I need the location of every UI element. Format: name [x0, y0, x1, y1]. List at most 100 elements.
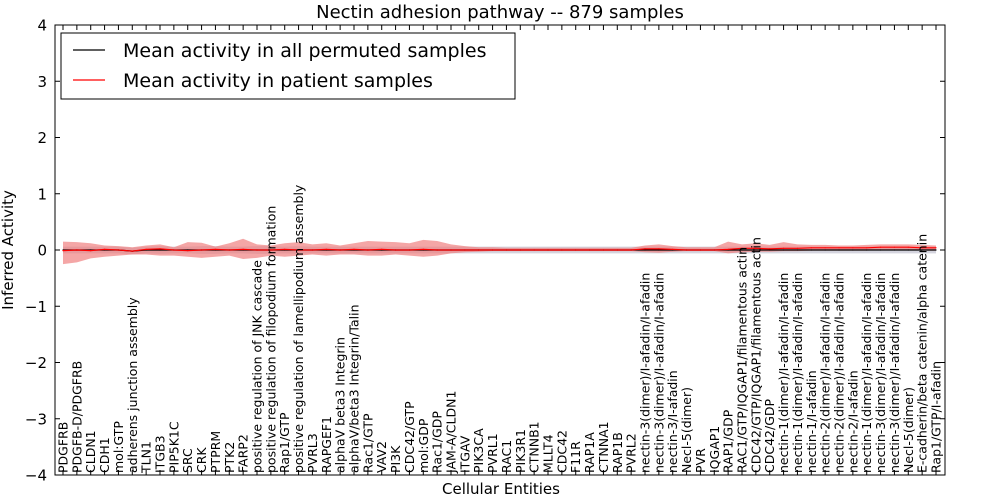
- legend-label-permuted: Mean activity in all permuted samples: [123, 40, 486, 62]
- y-tick-label: 1: [37, 185, 47, 203]
- data-point-patient: [131, 250, 133, 252]
- x-tick-label: CDC42: [554, 430, 569, 473]
- x-tick-label: alphaV beta3 Integrin: [333, 337, 348, 473]
- x-tick-label: CDH1: [97, 437, 112, 473]
- x-tick-label: nectin-3(dimer)/I-afadin/I-afadin: [638, 273, 653, 473]
- x-tick-label: CDC42/GDP: [762, 398, 777, 473]
- x-tick-label: nectin-1(dimer)/I-afadin/I-afadin: [790, 273, 805, 473]
- x-tick-label: Rap1/GTP: [277, 412, 292, 473]
- data-point-patient: [533, 249, 535, 251]
- x-tick-label: PIK3R1: [513, 429, 528, 473]
- data-point-patient: [713, 249, 715, 251]
- data-point-patient: [769, 248, 771, 250]
- data-point-patient: [214, 248, 216, 250]
- x-tick-label: PTK2: [222, 442, 237, 473]
- data-point-patient: [907, 246, 909, 248]
- x-tick-label: Rap1/GTP/I-afadin: [929, 361, 944, 473]
- data-point-patient: [242, 248, 244, 250]
- data-point-patient: [880, 246, 882, 248]
- x-tick-label: nectin-2/I-afadin: [845, 370, 860, 473]
- x-tick-label: PVRL3: [305, 433, 320, 473]
- chart-title: Nectin adhesion pathway -- 879 samples: [316, 2, 684, 23]
- x-tick-label: CRK: [194, 447, 209, 473]
- data-point-patient: [699, 249, 702, 251]
- data-point-permuted: [866, 249, 868, 251]
- data-point-permuted: [769, 249, 771, 251]
- data-point-patient: [381, 248, 383, 250]
- data-point-permuted: [796, 249, 799, 251]
- x-tick-label: PVRL2: [624, 433, 639, 473]
- x-tick-label: CTNNB1: [527, 421, 542, 473]
- x-tick-label: nectin-3(dimer)/I-afadin/I-afadin: [887, 273, 902, 473]
- data-point-patient: [62, 250, 64, 252]
- data-point-patient: [547, 249, 549, 251]
- x-tick-label: RAP1/GDP: [721, 409, 736, 473]
- x-tick-label: ITGB3: [153, 435, 168, 473]
- data-point-patient: [408, 249, 410, 251]
- data-point-patient: [658, 248, 660, 250]
- data-point-patient: [450, 249, 452, 251]
- data-point-patient: [602, 249, 605, 251]
- x-tick-label: CDC42/GTP/IQGAP1/filamentous actin: [748, 237, 763, 473]
- x-tick-label: positive regulation of lamellipodium ass…: [291, 184, 306, 473]
- x-tick-label: nectin-2(dimer)/I-afadin/I-afadin: [818, 273, 833, 473]
- data-point-patient: [104, 248, 106, 250]
- data-point-patient: [589, 249, 591, 251]
- x-tick-label: SRC: [180, 448, 195, 473]
- x-tick-label: RAP1B: [610, 432, 625, 473]
- data-point-patient: [686, 249, 688, 251]
- data-point-permuted: [755, 249, 757, 251]
- data-point-patient: [478, 249, 480, 251]
- data-point-permuted: [783, 249, 785, 251]
- legend-box: [60, 32, 516, 100]
- x-tick-label: adherens junction assembly: [125, 297, 140, 473]
- x-tick-label: positive regulation of JNK cascade: [250, 260, 265, 473]
- data-point-patient: [935, 247, 937, 249]
- x-tick-label: E-cadherin/beta catenin/alpha catenin: [915, 234, 930, 473]
- data-point-patient: [311, 249, 313, 251]
- x-tick-label: nectin-1/I-afadin: [804, 370, 819, 473]
- data-point-patient: [422, 248, 424, 250]
- x-tick-label: RAP1A: [582, 432, 597, 473]
- x-tick-label: CTNNA1: [596, 421, 611, 473]
- data-point-patient: [672, 248, 674, 250]
- x-tick-label: nectin-3(dimer)/I-afadin/I-afadin: [873, 273, 888, 473]
- x-tick-label: PDGFRB: [56, 422, 71, 473]
- series-lines: [62, 246, 937, 252]
- x-tick-label: alphaV/beta3 Integrin/Talin: [347, 305, 362, 474]
- data-point-patient: [561, 249, 563, 251]
- x-tick-label: CLDN1: [83, 430, 98, 473]
- legend: Mean activity in all permuted samples Me…: [60, 32, 516, 100]
- data-point-patient: [796, 247, 799, 249]
- x-tick-label: MLLT4: [541, 434, 556, 473]
- data-point-patient: [395, 249, 397, 251]
- x-tick-label: positive regulation of filopodium format…: [263, 206, 278, 473]
- x-tick-label: CDC42/GTP: [402, 401, 417, 473]
- y-tick-label: 0: [37, 242, 47, 260]
- x-tick-label: F11R: [568, 441, 583, 473]
- x-tick-label: Necl-5(dimer): [679, 387, 694, 473]
- x-tick-label: PVRL1: [485, 433, 500, 473]
- data-point-patient: [492, 249, 494, 251]
- data-point-patient: [117, 249, 119, 251]
- y-tick-label: −1: [25, 298, 47, 316]
- data-point-patient: [741, 247, 743, 249]
- data-point-patient: [824, 247, 826, 249]
- data-point-patient: [866, 247, 868, 249]
- x-tick-label: PVR: [693, 448, 708, 473]
- x-tick-label: FARP2: [236, 434, 251, 473]
- data-point-permuted: [741, 249, 743, 251]
- x-tick-label: nectin-3(dimer)/I-afadin/I-afadin: [651, 273, 666, 473]
- data-point-patient: [256, 249, 258, 251]
- data-point-patient: [575, 249, 577, 251]
- x-tick-label: mol:GDP: [416, 418, 431, 473]
- data-point-patient: [353, 248, 355, 250]
- data-point-patient: [270, 249, 272, 251]
- series-line-patient: [62, 246, 936, 252]
- x-tick-label: RAPGEF1: [319, 416, 334, 473]
- x-tick-label: nectin-1(dimer)/I-afadin/I-afadin: [776, 273, 791, 473]
- data-point-patient: [145, 248, 147, 250]
- x-tick-label: PIK3CA: [471, 428, 486, 473]
- x-tick-label: RAC1: [499, 440, 514, 473]
- data-point-permuted: [810, 249, 812, 251]
